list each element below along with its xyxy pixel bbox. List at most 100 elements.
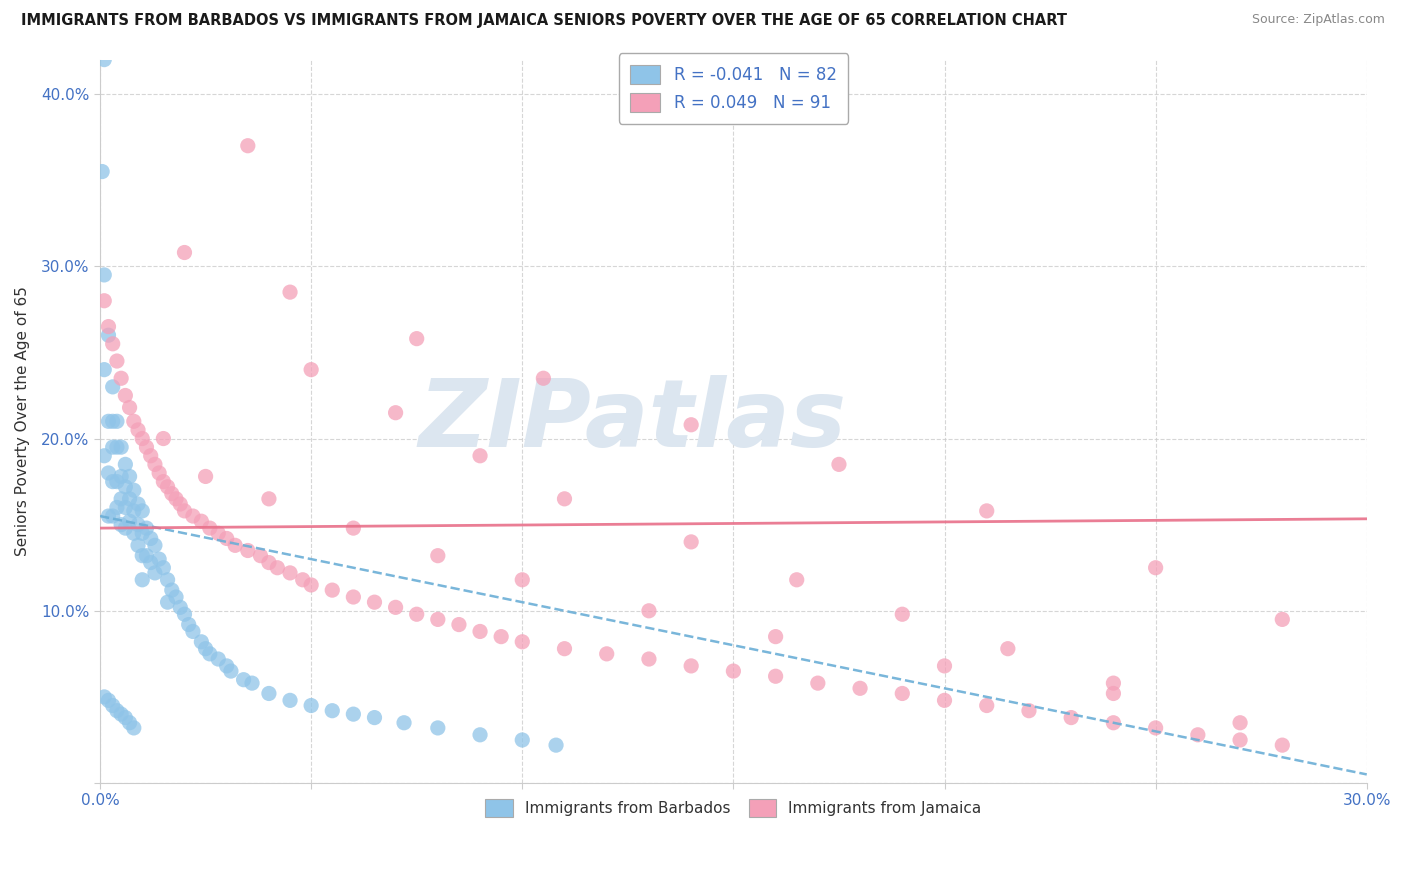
Point [426, 721, 449, 735]
Point [553, 641, 575, 656]
Point [101, 336, 124, 351]
Point [131, 526, 153, 541]
Point [1102, 715, 1125, 730]
Point [321, 583, 343, 598]
Point [257, 556, 280, 570]
Point [101, 414, 124, 428]
Text: ZIPatlas: ZIPatlas [418, 376, 846, 467]
Point [363, 710, 385, 724]
Point [110, 440, 132, 454]
Point [207, 526, 229, 541]
Point [131, 549, 153, 563]
Point [135, 521, 157, 535]
Point [489, 630, 512, 644]
Point [93, 362, 115, 376]
Point [266, 560, 288, 574]
Point [934, 659, 956, 673]
Point [1018, 704, 1040, 718]
Point [110, 491, 132, 506]
Point [118, 401, 141, 415]
Point [135, 440, 157, 454]
Point [236, 138, 259, 153]
Point [114, 388, 136, 402]
Point [169, 600, 191, 615]
Point [169, 497, 191, 511]
Point [131, 432, 153, 446]
Point [101, 440, 124, 454]
Point [173, 607, 195, 622]
Point [148, 552, 170, 566]
Point [139, 556, 162, 570]
Point [1144, 560, 1167, 574]
Point [156, 573, 179, 587]
Point [786, 573, 808, 587]
Point [553, 491, 575, 506]
Point [173, 245, 195, 260]
Point [405, 332, 427, 346]
Point [257, 491, 280, 506]
Point [596, 647, 619, 661]
Point [219, 664, 242, 678]
Point [849, 681, 872, 696]
Point [198, 521, 221, 535]
Point [765, 669, 787, 683]
Point [114, 500, 136, 515]
Point [101, 475, 124, 489]
Point [127, 538, 149, 552]
Point [165, 491, 187, 506]
Point [97, 319, 120, 334]
Point [447, 617, 470, 632]
Point [118, 491, 141, 506]
Point [160, 486, 183, 500]
Point [110, 371, 132, 385]
Point [976, 504, 998, 518]
Point [135, 549, 157, 563]
Point [181, 509, 204, 524]
Point [1102, 686, 1125, 700]
Point [215, 659, 238, 673]
Point [105, 440, 128, 454]
Point [342, 521, 364, 535]
Point [114, 480, 136, 494]
Point [384, 600, 406, 615]
Point [807, 676, 830, 690]
Point [468, 728, 491, 742]
Point [1271, 612, 1294, 626]
Point [363, 595, 385, 609]
Point [194, 469, 217, 483]
Point [165, 590, 187, 604]
Point [638, 652, 661, 666]
Point [426, 612, 449, 626]
Point [291, 573, 314, 587]
Point [110, 707, 132, 722]
Point [468, 624, 491, 639]
Point [1229, 715, 1251, 730]
Point [1144, 721, 1167, 735]
Point [236, 543, 259, 558]
Y-axis label: Seniors Poverty Over the Age of 65: Seniors Poverty Over the Age of 65 [15, 286, 30, 557]
Point [101, 380, 124, 394]
Point [207, 652, 229, 666]
Point [110, 517, 132, 532]
Point [114, 458, 136, 472]
Point [278, 566, 301, 580]
Point [101, 698, 124, 713]
Point [278, 285, 301, 300]
Point [105, 354, 128, 368]
Point [257, 686, 280, 700]
Point [190, 514, 212, 528]
Point [426, 549, 449, 563]
Point [97, 466, 120, 480]
Point [139, 449, 162, 463]
Point [114, 710, 136, 724]
Point [143, 458, 166, 472]
Point [997, 641, 1019, 656]
Point [97, 414, 120, 428]
Point [1271, 738, 1294, 752]
Point [110, 469, 132, 483]
Point [105, 475, 128, 489]
Point [510, 733, 533, 747]
Point [127, 517, 149, 532]
Point [384, 406, 406, 420]
Point [152, 475, 174, 489]
